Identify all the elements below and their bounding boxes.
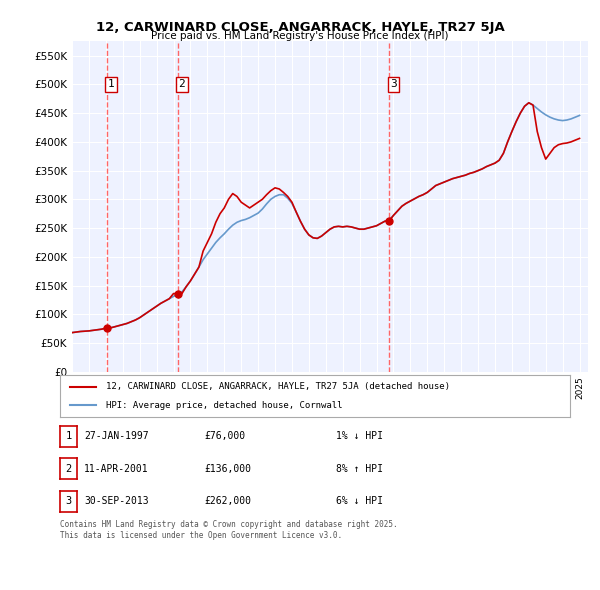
Text: 1% ↓ HPI: 1% ↓ HPI (336, 431, 383, 441)
Text: 1: 1 (65, 431, 71, 441)
Text: 1: 1 (107, 80, 114, 90)
Text: £76,000: £76,000 (204, 431, 245, 441)
Text: £136,000: £136,000 (204, 464, 251, 474)
Text: 30-SEP-2013: 30-SEP-2013 (84, 496, 149, 506)
Text: 12, CARWINARD CLOSE, ANGARRACK, HAYLE, TR27 5JA: 12, CARWINARD CLOSE, ANGARRACK, HAYLE, T… (95, 21, 505, 34)
Text: 11-APR-2001: 11-APR-2001 (84, 464, 149, 474)
Text: 6% ↓ HPI: 6% ↓ HPI (336, 496, 383, 506)
Text: 2: 2 (65, 464, 71, 474)
Text: £262,000: £262,000 (204, 496, 251, 506)
Text: Price paid vs. HM Land Registry's House Price Index (HPI): Price paid vs. HM Land Registry's House … (151, 31, 449, 41)
Text: HPI: Average price, detached house, Cornwall: HPI: Average price, detached house, Corn… (106, 401, 343, 409)
Text: 8% ↑ HPI: 8% ↑ HPI (336, 464, 383, 474)
Text: Contains HM Land Registry data © Crown copyright and database right 2025.
This d: Contains HM Land Registry data © Crown c… (60, 520, 398, 540)
Text: 3: 3 (390, 80, 397, 90)
Text: 27-JAN-1997: 27-JAN-1997 (84, 431, 149, 441)
Text: 3: 3 (65, 496, 71, 506)
Text: 12, CARWINARD CLOSE, ANGARRACK, HAYLE, TR27 5JA (detached house): 12, CARWINARD CLOSE, ANGARRACK, HAYLE, T… (106, 382, 450, 391)
Text: 2: 2 (179, 80, 185, 90)
